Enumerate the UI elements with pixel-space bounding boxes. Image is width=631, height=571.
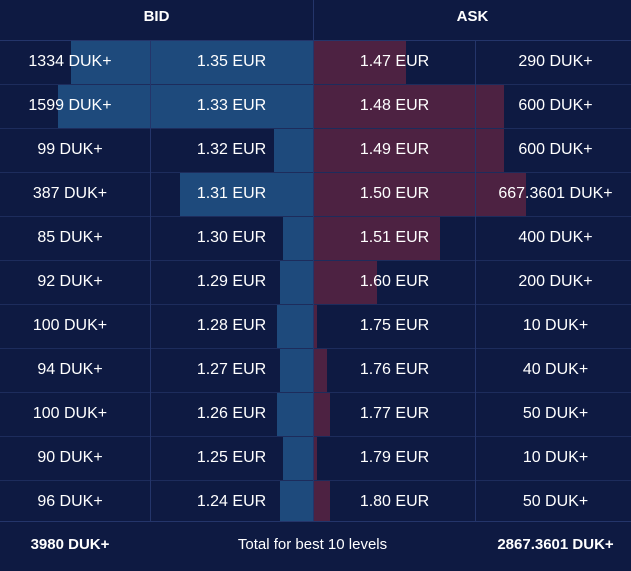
order-book-row[interactable]: 100 DUK+ 1.26 EUR 1.77 EUR 50 DUK+: [0, 392, 631, 437]
bid-price: 1.30 EUR: [196, 229, 267, 246]
ask-quantity: 600 DUK+: [518, 97, 593, 114]
bid-depth-bar: [277, 305, 313, 348]
bid-quantity: 387 DUK+: [32, 185, 108, 202]
bid-depth-bar: [280, 481, 313, 524]
ask-price: 1.49 EUR: [359, 141, 430, 158]
ask-quantity: 50 DUK+: [522, 493, 589, 510]
ask-column-header: ASK: [456, 8, 489, 25]
bid-price: 1.28 EUR: [196, 317, 267, 334]
bid-price: 1.31 EUR: [196, 185, 267, 202]
ask-depth-bar: [314, 349, 327, 392]
order-book-row[interactable]: 96 DUK+ 1.24 EUR 1.80 EUR 50 DUK+: [0, 480, 631, 525]
order-book-row[interactable]: 387 DUK+ 1.31 EUR 1.50 EUR 667.3601 DUK+: [0, 172, 631, 217]
ask-depth-bar: [314, 261, 377, 304]
bid-depth-bar: [280, 349, 313, 392]
ask-quantity: 600 DUK+: [518, 141, 593, 158]
divider: [475, 40, 476, 521]
ask-quantity: 667.3601 DUK+: [498, 185, 613, 202]
bid-price: 1.35 EUR: [196, 53, 267, 70]
ask-depth-bar: [314, 437, 317, 480]
bid-quantity: 1334 DUK+: [28, 53, 112, 70]
bid-quantity: 99 DUK+: [37, 141, 103, 158]
ask-quantity: 290 DUK+: [518, 53, 593, 70]
order-book-footer: 3980 DUK+ Total for best 10 levels 2867.…: [0, 521, 631, 571]
ask-depth-bar: [314, 393, 330, 436]
ask-price: 1.47 EUR: [359, 53, 430, 70]
bid-depth-bar: [280, 261, 313, 304]
order-book-row[interactable]: 85 DUK+ 1.30 EUR 1.51 EUR 400 DUK+: [0, 216, 631, 261]
ask-price: 1.76 EUR: [359, 361, 430, 378]
bid-total: 3980 DUK+: [30, 536, 110, 553]
bid-quantity: 94 DUK+: [37, 361, 103, 378]
bid-depth-bar: [277, 393, 313, 436]
bid-quantity: 1599 DUK+: [28, 97, 112, 114]
ask-price: 1.77 EUR: [359, 405, 430, 422]
ask-depth-bar: [314, 481, 330, 524]
ask-quantity: 400 DUK+: [518, 229, 593, 246]
order-book-row[interactable]: 1599 DUK+ 1.33 EUR 1.48 EUR 600 DUK+: [0, 84, 631, 129]
bid-depth-bar: [71, 41, 313, 84]
bid-price: 1.29 EUR: [196, 273, 267, 290]
total-label: Total for best 10 levels: [237, 536, 388, 553]
ask-depth-bar: [314, 305, 317, 348]
bid-quantity: 96 DUK+: [37, 493, 103, 510]
bid-price: 1.32 EUR: [196, 141, 267, 158]
bid-price: 1.25 EUR: [196, 449, 267, 466]
order-book-row[interactable]: 94 DUK+ 1.27 EUR 1.76 EUR 40 DUK+: [0, 348, 631, 393]
ask-depth-bar: [314, 217, 440, 260]
ask-quantity: 10 DUK+: [522, 317, 589, 334]
divider: [313, 0, 314, 521]
ask-total: 2867.3601 DUK+: [497, 536, 614, 553]
ask-price: 1.48 EUR: [359, 97, 430, 114]
ask-depth-bar: [314, 85, 504, 128]
ask-quantity: 10 DUK+: [522, 449, 589, 466]
order-book-row[interactable]: 92 DUK+ 1.29 EUR 1.60 EUR 200 DUK+: [0, 260, 631, 305]
order-book-row[interactable]: 100 DUK+ 1.28 EUR 1.75 EUR 10 DUK+: [0, 304, 631, 349]
ask-price: 1.79 EUR: [359, 449, 430, 466]
order-book-row[interactable]: 90 DUK+ 1.25 EUR 1.79 EUR 10 DUK+: [0, 436, 631, 481]
bid-quantity: 90 DUK+: [37, 449, 103, 466]
ask-price: 1.80 EUR: [359, 493, 430, 510]
order-book-row[interactable]: 99 DUK+ 1.32 EUR 1.49 EUR 600 DUK+: [0, 128, 631, 173]
ask-price: 1.50 EUR: [359, 185, 430, 202]
bid-depth-bar: [274, 129, 313, 172]
ask-depth-bar: [314, 41, 406, 84]
bid-quantity: 100 DUK+: [32, 405, 108, 422]
ask-quantity: 50 DUK+: [522, 405, 589, 422]
bid-depth-bar: [58, 85, 313, 128]
bid-depth-bar: [283, 437, 313, 480]
ask-price: 1.60 EUR: [359, 273, 430, 290]
ask-price: 1.51 EUR: [359, 229, 430, 246]
ask-price: 1.75 EUR: [359, 317, 430, 334]
ask-quantity: 200 DUK+: [518, 273, 593, 290]
bid-quantity: 92 DUK+: [37, 273, 103, 290]
ask-depth-bar: [314, 173, 526, 216]
ask-depth-bar: [314, 129, 504, 172]
bid-price: 1.27 EUR: [196, 361, 267, 378]
bid-column-header: BID: [143, 8, 170, 25]
bid-price: 1.33 EUR: [196, 97, 267, 114]
bid-price: 1.24 EUR: [196, 493, 267, 510]
order-book-row[interactable]: 1334 DUK+ 1.35 EUR 1.47 EUR 290 DUK+: [0, 40, 631, 85]
order-book-header: BID ASK: [0, 0, 631, 41]
bid-price: 1.26 EUR: [196, 405, 267, 422]
bid-depth-bar: [283, 217, 313, 260]
divider: [150, 40, 151, 521]
ask-quantity: 40 DUK+: [522, 361, 589, 378]
order-book-rows: 1334 DUK+ 1.35 EUR 1.47 EUR 290 DUK+ 1599 DU…: [0, 40, 631, 525]
bid-depth-bar: [180, 173, 313, 216]
bid-quantity: 100 DUK+: [32, 317, 108, 334]
bid-quantity: 85 DUK+: [37, 229, 103, 246]
